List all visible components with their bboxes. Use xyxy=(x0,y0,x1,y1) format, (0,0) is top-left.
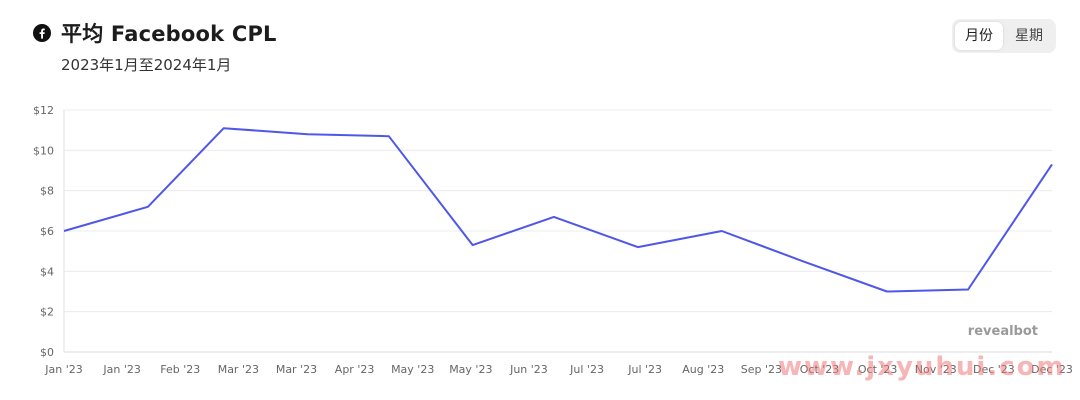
x-tick-label: Sep '23 xyxy=(741,363,782,376)
y-tick-label: $10 xyxy=(33,144,54,157)
x-tick-label: Mar '23 xyxy=(276,363,317,376)
x-tick-label: Oct '23 xyxy=(858,363,898,376)
y-tick-label: $2 xyxy=(40,306,54,319)
chart-subtitle: 2023年1月至2024年1月 xyxy=(61,56,232,74)
x-tick-label: Feb '23 xyxy=(160,363,200,376)
x-tick-label: Aug '23 xyxy=(682,363,724,376)
x-tick-label: Dec '23 xyxy=(1031,363,1073,376)
chart-title: 平均 Facebook CPL xyxy=(61,22,277,46)
x-tick-label: Oct '23 xyxy=(800,363,840,376)
x-tick-label: May '23 xyxy=(449,363,492,376)
y-tick-label: $8 xyxy=(40,185,54,198)
brand-label: revealbot xyxy=(968,324,1038,339)
data-point[interactable] xyxy=(144,203,152,211)
series-layer xyxy=(60,124,1056,296)
y-tick-label: $6 xyxy=(40,225,54,238)
x-tick-label: Jan '23 xyxy=(44,363,82,376)
toggle-week[interactable]: 星期 xyxy=(1015,28,1043,44)
chart-header: 平均 Facebook CPL 2023年1月至2024年1月 xyxy=(33,18,277,75)
data-point[interactable] xyxy=(634,243,642,251)
data-point[interactable] xyxy=(799,257,807,265)
data-point[interactable] xyxy=(550,213,558,221)
y-tick-label: $0 xyxy=(40,346,54,359)
y-tick-label: $12 xyxy=(33,104,54,117)
data-point[interactable] xyxy=(60,227,68,235)
data-point[interactable] xyxy=(718,227,726,235)
facebook-icon xyxy=(33,24,51,42)
data-point[interactable] xyxy=(964,285,972,293)
x-tick-label: Nov '23 xyxy=(915,363,957,376)
y-axis: $0 $2 $4 $6 $8 $10 $12 xyxy=(33,104,54,359)
x-tick-label: Dec '23 xyxy=(973,363,1015,376)
x-tick-label: Jun '23 xyxy=(509,363,548,376)
x-tick-label: Mar '23 xyxy=(218,363,259,376)
data-point[interactable] xyxy=(385,132,393,140)
y-tick-label: $4 xyxy=(40,265,54,278)
period-toggle: 月份 星期 xyxy=(952,19,1056,53)
grid-lines xyxy=(63,109,1052,353)
series-line xyxy=(63,127,1053,293)
title-row: 平均 Facebook CPL xyxy=(33,18,277,48)
data-point[interactable] xyxy=(304,130,312,138)
x-tick-label: May '23 xyxy=(391,363,434,376)
x-tick-label: Jul '23 xyxy=(569,363,604,376)
toggle-month[interactable]: 月份 xyxy=(955,22,1003,50)
data-point[interactable] xyxy=(883,288,891,296)
data-point[interactable] xyxy=(220,124,228,132)
x-axis: Jan '23 Jan '23 Feb '23 Mar '23 Mar '23 Apr '… xyxy=(44,363,1073,376)
x-tick-label: Jan '23 xyxy=(102,363,140,376)
x-tick-label: Apr '23 xyxy=(335,363,375,376)
x-tick-label: Jul '23 xyxy=(627,363,662,376)
data-point[interactable] xyxy=(1048,160,1056,168)
data-point[interactable] xyxy=(469,241,477,249)
